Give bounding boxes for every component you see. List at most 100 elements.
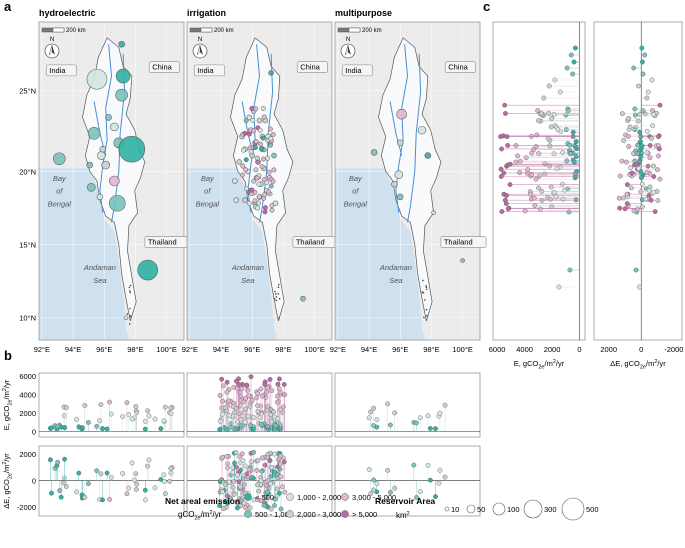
lollipop-point <box>100 497 105 503</box>
reservoir-dot <box>391 180 398 188</box>
country-label-box <box>341 64 374 77</box>
legend-swatch-3 <box>286 510 294 518</box>
lollipop-point <box>517 170 523 175</box>
lollipop-point <box>517 158 523 164</box>
lollipop-point <box>639 45 645 51</box>
lollipop-point <box>217 393 223 398</box>
lollipop-point <box>392 410 398 416</box>
x-tick-label-right: 2000 <box>600 345 617 354</box>
lollipop-point <box>268 419 274 425</box>
reservoir-dot <box>268 70 274 76</box>
lollipop-point <box>49 490 54 496</box>
lollipop-point <box>231 492 237 497</box>
lollipop-point <box>546 83 552 89</box>
lollipop-point <box>656 134 661 140</box>
lollipop-point <box>278 390 284 396</box>
north-label: N <box>346 37 350 43</box>
island <box>130 315 132 318</box>
lollipop-point <box>259 455 265 461</box>
lollipop-point <box>120 471 126 476</box>
lollipop-point <box>76 470 82 476</box>
lollipop-point <box>217 503 223 508</box>
map-frame <box>38 21 185 341</box>
lollipop-point <box>567 142 573 148</box>
reservoir-dot <box>254 175 260 181</box>
lon-tick-label: 100°E <box>156 345 177 354</box>
lollipop-point <box>120 414 126 419</box>
island <box>423 316 425 319</box>
lollipop-point <box>220 398 226 404</box>
x-tick-label-right: -2000 <box>664 345 683 354</box>
sea-label: Bay <box>53 174 67 183</box>
sea-label: Bay <box>201 174 215 183</box>
country-label-box <box>296 61 329 74</box>
lollipop-point <box>268 465 274 470</box>
sea-area <box>39 168 129 340</box>
country-label-text: Thailand <box>296 238 325 247</box>
country-label-text: India <box>345 66 362 75</box>
country-label-box <box>148 61 180 74</box>
island <box>128 286 131 289</box>
lollipop-point <box>240 458 246 463</box>
reservoir-dot <box>265 155 271 161</box>
lon-tick-label: 98°E <box>127 345 143 354</box>
reservoir-dot <box>300 295 306 302</box>
country-label-thailand: Thailand <box>292 236 339 248</box>
lollipop-point <box>564 65 570 71</box>
lollipop-point <box>546 110 552 116</box>
reservoir-dot <box>115 68 131 84</box>
lollipop-point <box>239 451 245 457</box>
reservoir-dot <box>86 68 108 90</box>
lollipop-point <box>142 426 148 432</box>
lollipop-point <box>638 189 644 195</box>
lollipop-point <box>168 466 174 471</box>
reservoir-dot <box>259 164 265 170</box>
legend-color-label: 3,000 - 5,000 <box>352 493 396 502</box>
facet-hydroelectric <box>38 372 185 517</box>
sea-label: Sea <box>241 276 254 285</box>
scale-label: 200 km <box>214 28 234 34</box>
lon-tick-label: 96°E <box>96 345 112 354</box>
lollipop-point <box>656 146 662 152</box>
lollipop-point <box>254 467 260 473</box>
reservoir-dot <box>256 200 262 206</box>
lollipop-point <box>220 489 225 495</box>
legend-swatch-1 <box>244 510 252 518</box>
lollipop-point <box>639 59 645 65</box>
scale-bar-segment <box>348 27 361 33</box>
lollipop-point <box>126 485 132 491</box>
island <box>274 290 276 293</box>
lollipop-point <box>228 495 233 501</box>
island <box>278 297 281 300</box>
lollipop-point <box>531 147 537 152</box>
lollipop-point <box>651 189 657 195</box>
lollipop-point <box>281 382 287 387</box>
lollipop-point <box>647 155 653 161</box>
lollipop-point <box>161 472 167 478</box>
river-2 <box>389 101 403 156</box>
north-label: N <box>50 37 54 43</box>
lollipop-point <box>62 456 67 462</box>
legend-swatch-4 <box>341 493 349 501</box>
lollipop-point <box>635 118 641 124</box>
lollipop-point <box>371 487 377 493</box>
reservoir-dot <box>258 141 263 147</box>
lollipop-point <box>48 457 53 463</box>
y-axis-title-bottom: ΔE, gCO2e/m2/yr <box>2 453 14 509</box>
lollipop-point <box>268 412 273 418</box>
reservoir-dot <box>262 209 268 215</box>
lollipop-point <box>281 459 287 465</box>
lollipop-point <box>85 481 91 487</box>
lollipop-point <box>366 467 372 472</box>
sea-label: Andaman <box>379 263 412 272</box>
lon-tick-label: 94°E <box>361 345 377 354</box>
lollipop-point <box>236 382 242 387</box>
lollipop-point <box>275 381 281 387</box>
legend-color-title: Net areal emission <box>165 496 240 506</box>
y-tick-label-top: 0 <box>32 427 36 436</box>
lollipop-point <box>267 458 273 463</box>
map-title-multipurpose: multipurpose <box>335 8 392 18</box>
legend-size-circle <box>466 504 476 514</box>
lollipop-point <box>222 405 228 410</box>
lollipop-point <box>572 45 578 51</box>
